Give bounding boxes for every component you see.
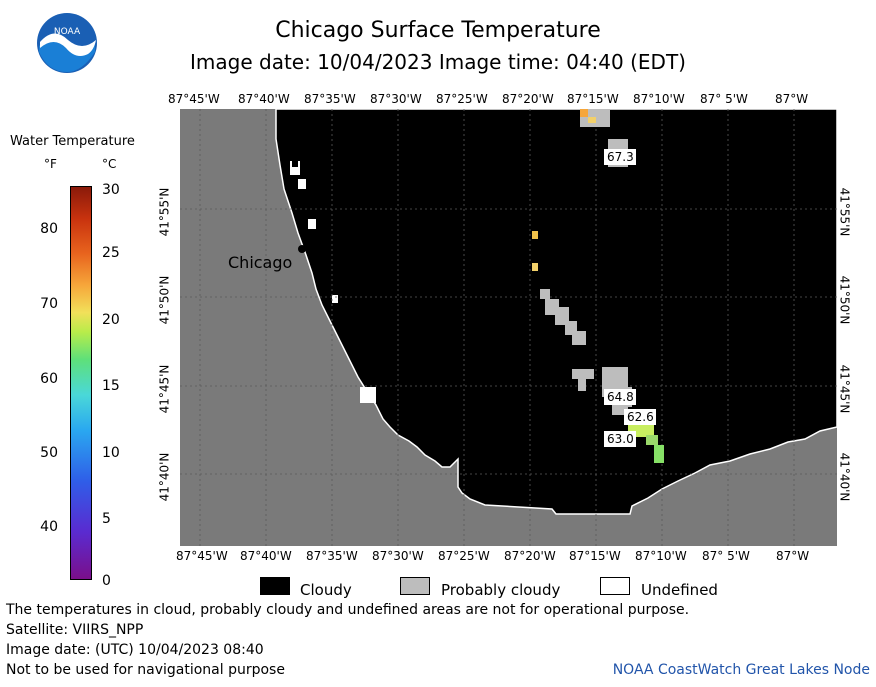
credit-text: NOAA CoastWatch Great Lakes Node (612, 662, 870, 678)
lon-label: 87° 5'W (702, 549, 750, 563)
svg-text:NOAA: NOAA (54, 27, 81, 37)
chicago-marker (298, 245, 306, 253)
image-date-utc: Image date: (UTC) 10/04/2023 08:40 (6, 642, 264, 658)
key-label: Undefined (641, 581, 718, 599)
tick-f: 70 (40, 296, 58, 312)
unit-celsius: °C (102, 157, 117, 171)
temperature-pixel (532, 263, 538, 271)
lat-label: 41°40'N (837, 452, 852, 502)
temperature-reading: 64.8 (607, 390, 634, 404)
lat-label: 41°45'N (837, 364, 852, 414)
undefined-area (332, 295, 338, 303)
key-label: Cloudy (300, 581, 352, 599)
reading-box (604, 389, 636, 405)
lon-label: 87°15'W (569, 549, 621, 563)
tick-f: 60 (40, 371, 58, 387)
lat-label: 41°45'N (157, 364, 172, 414)
temperature-colorbar (70, 186, 92, 580)
temperature-pixel (588, 117, 596, 123)
lon-label: 87°40'W (240, 549, 292, 563)
tick-c: 30 (102, 182, 120, 198)
disclaimer-note: The temperatures in cloud, probably clou… (6, 602, 690, 618)
cloud-speck (292, 161, 298, 167)
key-swatch-undefined (600, 577, 630, 595)
navigation-warning: Not to be used for navigational purpose (6, 662, 285, 678)
lon-label: 87°10'W (635, 549, 687, 563)
lon-label: 87°25'W (436, 92, 488, 106)
tick-c: 25 (102, 245, 120, 261)
tick-c: 5 (102, 511, 111, 527)
lon-label: 87°20'W (504, 549, 556, 563)
lon-label: 87°W (776, 549, 810, 563)
temperature-reading: 67.3 (607, 150, 634, 164)
lat-label: 41°50'N (157, 275, 172, 325)
key-swatch-probably-cloudy (400, 577, 430, 595)
undefined-area (360, 387, 376, 403)
tick-c: 20 (102, 312, 120, 328)
lon-label: 87°30'W (370, 92, 422, 106)
temperature-pixel (580, 109, 588, 117)
key-swatch-cloudy (260, 577, 290, 595)
undefined-area (290, 161, 300, 175)
lon-label: 87°15'W (567, 92, 619, 106)
noaa-logo: NOAA (37, 13, 97, 73)
tick-c: 15 (102, 378, 120, 394)
temperature-reading: 63.0 (607, 432, 634, 446)
lat-label: 41°55'N (837, 187, 852, 237)
lon-label: 87°35'W (306, 549, 358, 563)
lon-label: 87° 5'W (700, 92, 748, 106)
lon-label: 87°45'W (168, 92, 220, 106)
lon-label: 87°40'W (238, 92, 290, 106)
temperature-pixel (532, 231, 538, 239)
temperature-map: 67.3 64.8 62.6 63.0 (180, 109, 837, 546)
lon-label: 87°30'W (372, 549, 424, 563)
satellite-info: Satellite: VIIRS_NPP (6, 622, 144, 638)
undefined-area (298, 179, 306, 189)
tick-c: 10 (102, 445, 120, 461)
lon-label: 87°20'W (502, 92, 554, 106)
reading-box (604, 431, 636, 447)
image-date-time: Image date: 10/04/2023 Image time: 04:40… (190, 50, 686, 74)
lat-label: 41°40'N (157, 452, 172, 502)
lon-label: 87°35'W (304, 92, 356, 106)
lon-label: 87°25'W (438, 549, 490, 563)
reading-box (624, 409, 656, 425)
tick-f: 40 (40, 519, 58, 535)
lat-label: 41°50'N (837, 275, 852, 325)
lon-label: 87°10'W (633, 92, 685, 106)
legend-title: Water Temperature (10, 134, 135, 149)
tick-f: 50 (40, 445, 58, 461)
lat-label: 41°55'N (157, 187, 172, 237)
map-title: Chicago Surface Temperature (275, 18, 601, 43)
lon-label: 87°45'W (176, 549, 228, 563)
undefined-area (308, 219, 316, 229)
city-label-chicago: Chicago (228, 253, 293, 272)
key-label: Probably cloudy (441, 581, 561, 599)
temperature-pixel (654, 445, 664, 463)
tick-f: 80 (40, 221, 58, 237)
lon-label: 87°W (775, 92, 809, 106)
temperature-reading: 62.6 (627, 410, 654, 424)
unit-fahrenheit: °F (44, 157, 57, 171)
temperature-pixel (646, 435, 658, 445)
tick-c: 0 (102, 573, 111, 589)
reading-box (604, 149, 636, 165)
